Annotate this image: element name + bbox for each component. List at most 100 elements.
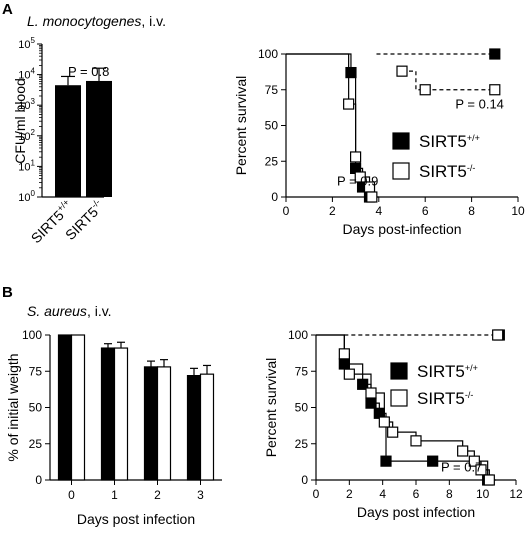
- legend-label-0-sup: +/+: [467, 133, 480, 143]
- survival-marker-1: [338, 348, 350, 360]
- bar-series0-1: [100, 347, 116, 481]
- y-tick-label: 105: [18, 36, 35, 51]
- bar-series0-3: [186, 375, 202, 481]
- y-tick-base: 10: [18, 161, 30, 173]
- legend-label-1-base: SIRT5: [419, 162, 467, 181]
- bar-0: [55, 85, 81, 197]
- x-tick-label: 4: [379, 487, 386, 501]
- y-tick-label: 75: [265, 83, 279, 97]
- legend-label-0-sup: +/+: [465, 363, 478, 373]
- survival-marker-3: [396, 65, 408, 77]
- survival-marker-0: [380, 455, 392, 467]
- x-tick-label: 2: [329, 204, 336, 218]
- y-tick-label: 100: [18, 189, 35, 204]
- x-axis-label: Days post infection: [357, 504, 475, 520]
- y-axis-label: Percent survival: [263, 358, 279, 458]
- legend-label-0-base: SIRT5: [419, 132, 467, 151]
- x-tick-label: 8: [468, 204, 475, 218]
- legend-swatch-0: [392, 132, 410, 150]
- x-tick-label: 0: [68, 488, 75, 502]
- panel-a-title: L. monocytogenes, i.v.: [27, 13, 166, 29]
- p-value-annotation: P = 0.9: [337, 174, 378, 189]
- survival-marker-1: [387, 426, 399, 438]
- panel-a-title-species: L. monocytogenes: [27, 13, 141, 29]
- survival-marker-1: [365, 387, 377, 399]
- x-tick-label: 8: [446, 487, 453, 501]
- legend-label-1: SIRT5-/-: [417, 389, 473, 408]
- legend-label-0: SIRT5+/+: [417, 362, 478, 381]
- survival-marker-1: [475, 464, 487, 476]
- x-tick-label: 3: [197, 488, 204, 502]
- panel-a-title-route: , i.v.: [141, 13, 166, 29]
- x-tick-label: 0: [313, 487, 320, 501]
- legend-label-1-sup: -/-: [465, 390, 474, 400]
- x-tick-label: 2: [154, 488, 161, 502]
- y-tick-label: 102: [18, 128, 35, 143]
- y-axis-label: % of initial weigth: [5, 353, 21, 461]
- y-tick-label: 25: [265, 154, 279, 168]
- legend-swatch-0: [390, 362, 408, 380]
- x-tick-label: 6: [413, 487, 420, 501]
- panel-b-title-route: , i.v.: [87, 303, 112, 319]
- legend-swatch-1: [390, 389, 408, 407]
- legend-label-0-base: SIRT5: [417, 362, 465, 381]
- survival-line-3: [402, 70, 495, 91]
- y-tick-exponent: 0: [31, 189, 36, 198]
- y-tick-label: 103: [18, 97, 35, 112]
- bar-1: [86, 80, 112, 197]
- survival-marker-1: [378, 416, 390, 428]
- y-tick-label: 104: [18, 67, 35, 82]
- legend-swatch-1: [392, 162, 410, 180]
- panel-b-title: S. aureus, i.v.: [27, 303, 112, 319]
- p-value-annotation: P = 0.7: [441, 459, 482, 474]
- y-tick-label: 50: [295, 401, 309, 415]
- survival-marker-1: [343, 98, 355, 110]
- survival-marker-1: [350, 151, 362, 163]
- legend-label-1: SIRT5-/-: [419, 162, 475, 181]
- survival-marker-3: [489, 84, 501, 96]
- x-tick-label: 1: [111, 488, 118, 502]
- legend-label-1-sup: -/-: [467, 163, 476, 173]
- bar-series1-2: [156, 366, 172, 481]
- y-tick-base: 10: [18, 192, 30, 204]
- bar-series1-3: [199, 373, 215, 481]
- legend-label-0: SIRT5+/+: [419, 132, 480, 151]
- survival-marker-0: [338, 358, 350, 370]
- survival-marker-1: [410, 435, 422, 447]
- y-tick-base: 10: [18, 39, 30, 51]
- x-axis-label: Days post-infection: [342, 221, 461, 237]
- y-tick-exponent: 4: [31, 67, 36, 76]
- y-tick-base: 10: [18, 131, 30, 143]
- y-tick-label: 75: [295, 364, 309, 378]
- survival-marker-3: [492, 329, 504, 341]
- p-value-annotation: P = 0.8: [68, 64, 109, 79]
- y-tick-label: 25: [295, 437, 309, 451]
- y-tick-label: 50: [29, 401, 43, 415]
- legend-label-1-base: SIRT5: [417, 389, 465, 408]
- y-tick-label: 0: [35, 473, 42, 487]
- panel-b-letter: B: [2, 284, 13, 301]
- survival-marker-1: [366, 191, 378, 203]
- survival-marker-3: [419, 84, 431, 96]
- x-tick-label: 12: [509, 487, 523, 501]
- x-tick-label: 6: [422, 204, 429, 218]
- y-tick-label: 100: [258, 47, 278, 61]
- survival-marker-1: [468, 455, 480, 467]
- survival-marker-0: [427, 455, 439, 467]
- y-tick-label: 100: [22, 328, 42, 342]
- y-tick-label: 75: [29, 364, 43, 378]
- y-tick-exponent: 1: [31, 158, 36, 167]
- bar-series1-0: [70, 334, 86, 481]
- y-tick-label: 50: [265, 119, 279, 133]
- survival-marker-1: [343, 368, 355, 380]
- survival-marker-1: [483, 474, 495, 486]
- y-tick-label: 0: [271, 190, 278, 204]
- survival-marker-1: [457, 445, 469, 457]
- x-tick-label: 10: [511, 204, 525, 218]
- survival-marker-1: [354, 171, 366, 183]
- y-axis-label: CFU/ml blood: [12, 78, 28, 164]
- y-tick-label: 25: [29, 437, 43, 451]
